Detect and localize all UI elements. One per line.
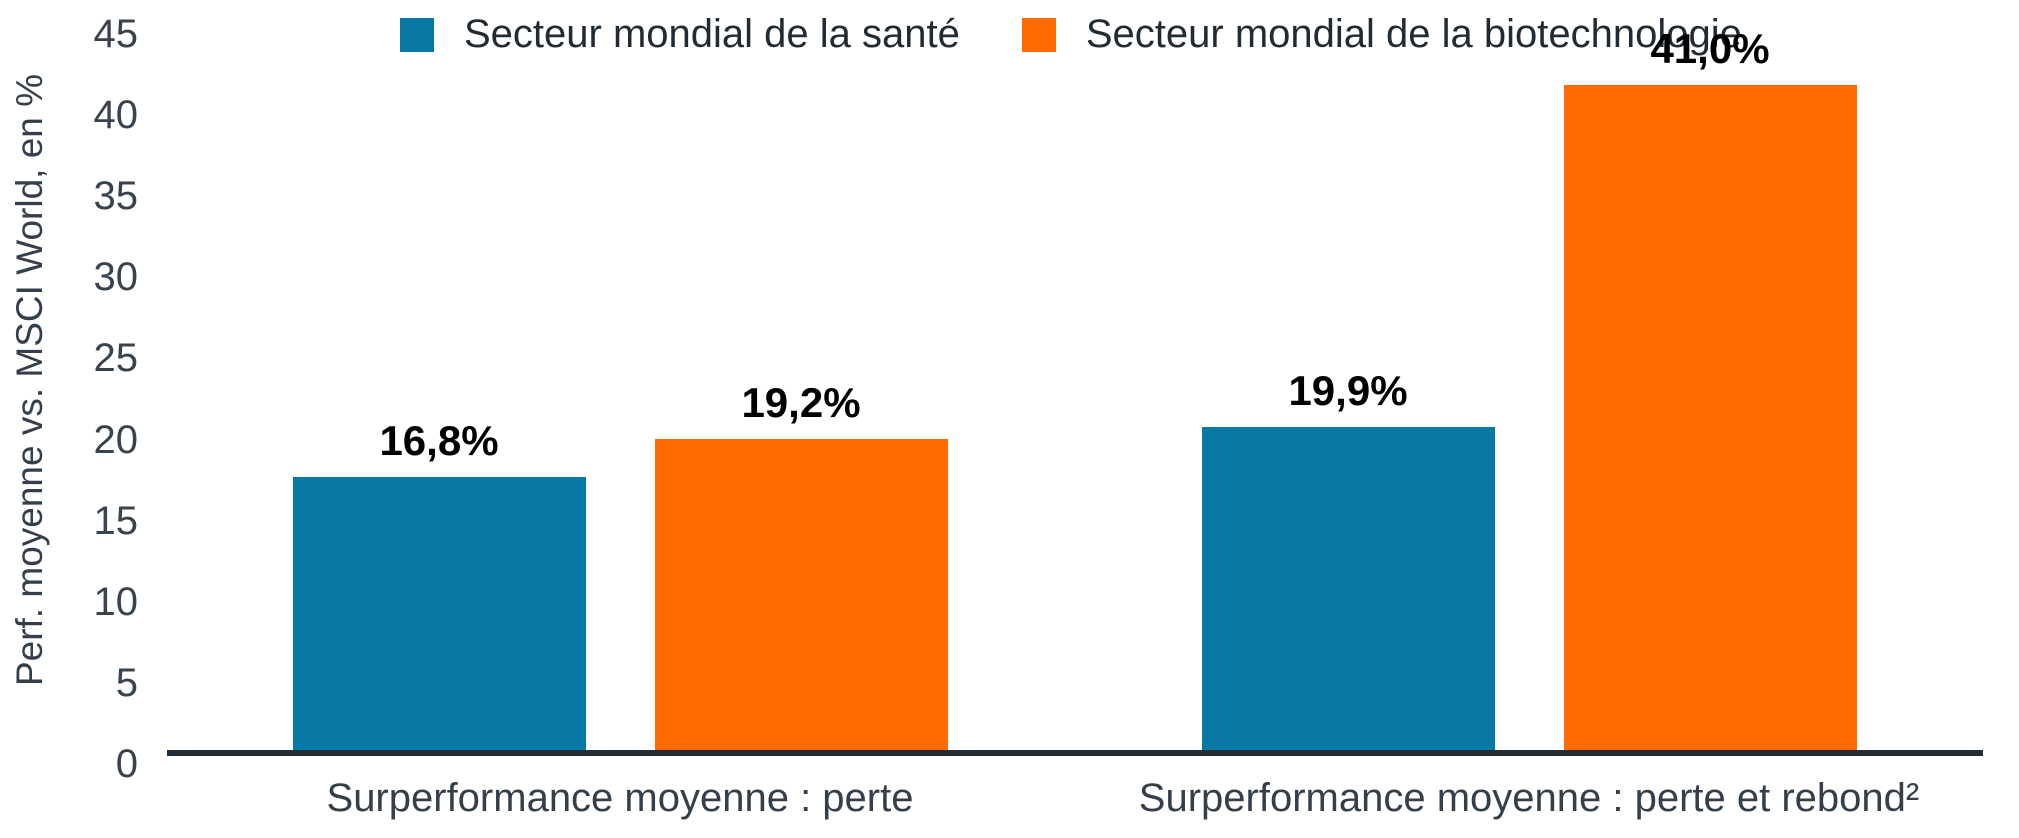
value-label-biotech-perte: 19,2% xyxy=(741,378,861,426)
y-tick-0: 0 xyxy=(115,742,138,786)
y-tick-45: 45 xyxy=(93,12,139,56)
legend: Secteur mondial de la santé Secteur mond… xyxy=(400,12,1742,57)
y-tick-5: 5 xyxy=(115,660,138,705)
value-label-sante-perte: 16,8% xyxy=(379,417,499,465)
legend-item-sante: Secteur mondial de la santé xyxy=(400,12,960,57)
y-tick-20: 20 xyxy=(93,417,139,462)
category-label-perte: Surperformance moyenne : perte xyxy=(326,776,914,820)
x-axis-line xyxy=(167,750,1983,756)
bar-biotech-perte xyxy=(654,438,948,750)
y-tick-35: 35 xyxy=(93,174,139,219)
bar-biotech-perte-et-rebond xyxy=(1563,84,1857,750)
y-tick-30: 30 xyxy=(93,255,139,300)
legend-swatch-biotech-icon xyxy=(1021,17,1056,52)
legend-label-biotech: Secteur mondial de la biotechnologie xyxy=(1085,12,1742,56)
bar-sante-perte-et-rebond xyxy=(1201,427,1495,750)
legend-swatch-sante-icon xyxy=(400,17,434,52)
y-tick-25: 25 xyxy=(93,336,139,381)
y-tick-40: 40 xyxy=(93,93,139,138)
bar-sante-perte xyxy=(292,477,586,750)
legend-label-sante: Secteur mondial de la santé xyxy=(464,12,960,56)
value-label-biotech-perte-et-rebond: 41,0% xyxy=(1650,24,1770,72)
y-tick-10: 10 xyxy=(93,579,139,624)
value-label-sante-perte-et-rebond: 19,9% xyxy=(1288,367,1408,415)
category-label-perte-et-rebond: Surperformance moyenne : perte et rebond… xyxy=(1138,776,1920,820)
y-tick-15: 15 xyxy=(93,498,139,543)
legend-item-biotech: Secteur mondial de la biotechnologie xyxy=(1021,12,1742,57)
